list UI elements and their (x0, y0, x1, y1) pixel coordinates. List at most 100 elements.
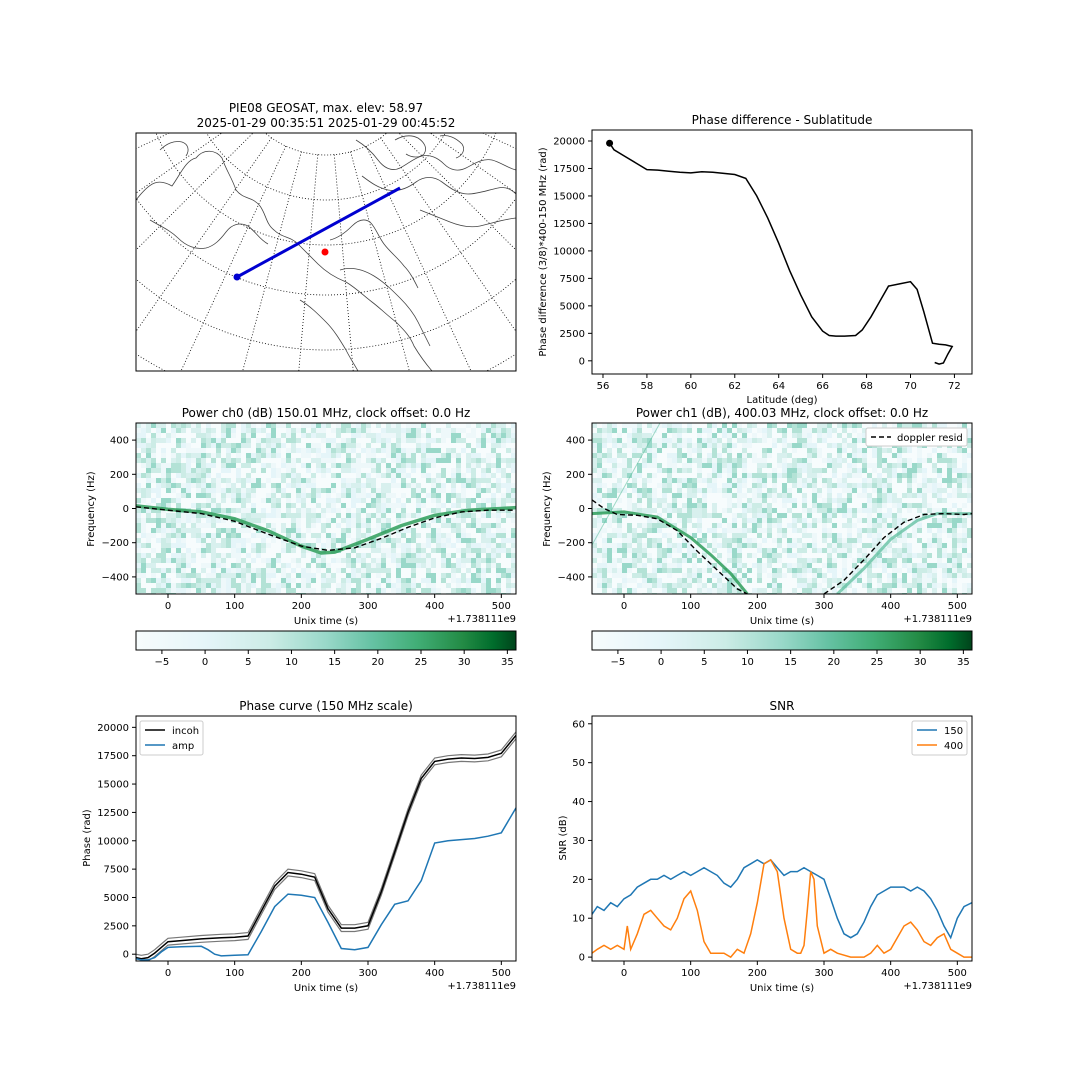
power-ch1-faint-streak (592, 423, 661, 546)
snr-xtick-label: 200 (748, 968, 767, 979)
power-ch1-xtick-label: 100 (681, 601, 700, 612)
power-ch1-ytick-label: 0 (579, 504, 585, 515)
power-ch0-colorbar-tick-label: 30 (458, 657, 471, 668)
map-graticule (136, 133, 516, 371)
power-ch0-panel: Power ch0 (dB) 150.01 MHz, clock offset:… (86, 406, 517, 668)
snr-xtick-label: 300 (814, 968, 833, 979)
power-ch0-colorbar-tick-label: 20 (371, 657, 384, 668)
phase-curve-xlabel: Unix time (s) (294, 983, 358, 994)
power-ch0-axes-frame (135, 422, 517, 595)
snr-ytick-label: 60 (572, 719, 585, 730)
power-ch1-xtick-label: 300 (814, 601, 833, 612)
power-ch0-colorbar-tick-label: −5 (155, 657, 170, 668)
snr-xtick-label: 400 (881, 968, 900, 979)
power-ch1-xtick-label: 500 (948, 601, 967, 612)
power-ch1-x-offset: +1.738111e9 (903, 614, 972, 625)
phase-latitude-ytick-label: 15000 (553, 191, 585, 202)
phase-latitude-xtick-label: 62 (728, 381, 741, 392)
phase-curve-ytick-label: 10000 (97, 836, 129, 847)
phase-curve-ytick-label: 7500 (104, 865, 129, 876)
power-ch1-xtick-label: 200 (748, 601, 767, 612)
phase-latitude-xtick-label: 66 (816, 381, 829, 392)
incoh-upper-envelope (136, 731, 516, 956)
phase-latitude-xtick-label: 60 (684, 381, 697, 392)
phase-curve-xtick-label: 100 (225, 968, 244, 979)
phase-curve-xtick-label: 400 (425, 968, 444, 979)
legend-400-label: 400 (944, 741, 963, 752)
phase-curve-panel: Phase curve (150 MHz scale) 0 100 200 300 40… (82, 699, 517, 994)
power-ch0-x-offset: +1.738111e9 (447, 614, 516, 625)
power-ch0-ylabel: Frequency (Hz) (86, 471, 97, 547)
power-ch1-xtick-label: 400 (881, 601, 900, 612)
power-ch1-colorbar (591, 630, 973, 651)
power-ch0-ytick-label: −400 (102, 572, 129, 583)
phase-curve-axes-frame (135, 715, 517, 962)
power-ch1-colorbar-tick-label: −5 (611, 657, 626, 668)
power-ch0-colorbar-tick-label: 25 (415, 657, 428, 668)
snr-xlabel: Unix time (s) (750, 983, 814, 994)
phase-curve-ytick-label: 2500 (104, 921, 129, 932)
power-ch1-panel: Power ch1 (dB), 400.03 MHz, clock offset… (542, 406, 973, 668)
phase-latitude-xtick-label: 70 (904, 381, 917, 392)
power-ch1-title: Power ch1 (dB), 400.03 MHz, clock offset… (636, 406, 928, 420)
snr-legend: 150 400 (911, 720, 968, 756)
map-title-line2: 2025-01-29 00:35:51 2025-01-29 00:45:52 (197, 116, 456, 130)
snr-xtick-label: 100 (681, 968, 700, 979)
snr-axes-frame (591, 715, 973, 962)
incoh-series-line (136, 734, 516, 960)
map-coastlines (136, 135, 516, 371)
phase-latitude-panel: Phase difference - Sublatitude 56 58 60 62 6… (538, 113, 973, 406)
phase-latitude-ytick-label: 0 (579, 356, 585, 367)
power-ch0-ytick-label: 400 (110, 436, 129, 447)
power-ch1-signal-trace (592, 510, 749, 594)
phase-latitude-ytick-label: 12500 (553, 219, 585, 230)
map-latitude-circle (206, 133, 446, 201)
phase-curve-xtick-label: 200 (292, 968, 311, 979)
power-ch0-colorbar (135, 630, 517, 651)
snr-panel: SNR 0 100 200 300 400 500 0 10 20 30 40 50 60 150 40… (558, 699, 973, 994)
power-ch1-doppler-line-2 (823, 512, 972, 594)
snr-ytick-label: 20 (572, 875, 585, 886)
phase-latitude-ytick-label: 20000 (553, 136, 585, 147)
power-ch1-xtick-label: 0 (621, 601, 627, 612)
power-ch0-colorbar-tick-label: 35 (501, 657, 514, 668)
power-ch0-ytick-label: 200 (110, 470, 129, 481)
snr-ylabel: SNR (dB) (558, 815, 569, 860)
snr-400-series-line (592, 858, 972, 959)
power-ch1-colorbar-tick-label: 30 (914, 657, 927, 668)
map-pole-cap (268, 133, 384, 153)
legend-150-label: 150 (944, 726, 963, 737)
phase-latitude-axes-frame (591, 129, 973, 375)
power-ch0-colorbar-tick-label: 0 (202, 657, 208, 668)
power-ch0-signal-trace (136, 504, 516, 555)
phase-latitude-xtick-label: 58 (641, 381, 654, 392)
phase-curve-ytick-label: 15000 (97, 780, 129, 791)
phase-curve-ticks: 0 100 200 300 400 500025005000750010000125001… (97, 723, 511, 979)
phase-latitude-series-line (608, 142, 954, 365)
power-ch1-spectrogram (592, 423, 972, 594)
phase-latitude-xtick-label: 68 (860, 381, 873, 392)
power-ch1-ylabel: Frequency (Hz) (542, 471, 553, 547)
power-ch1-ticks: 0 100 200 300 400 500 −400 −200 0 200 400 (558, 436, 967, 612)
station-marker (321, 248, 329, 256)
snr-xtick-label: 0 (621, 968, 627, 979)
phase-latitude-ytick-label: 17500 (553, 164, 585, 175)
satellite-track-line (236, 186, 401, 279)
power-ch1-ytick-label: −400 (558, 572, 585, 583)
snr-ytick-label: 10 (572, 914, 585, 925)
power-ch0-ytick-label: 0 (123, 504, 129, 515)
power-ch1-colorbar-tick-label: 5 (701, 657, 707, 668)
power-ch0-xtick-label: 0 (165, 601, 171, 612)
power-ch0-doppler-line (136, 506, 516, 552)
power-ch1-colorbar-tick-label: 35 (957, 657, 970, 668)
snr-x-offset: +1.738111e9 (903, 981, 972, 992)
phase-latitude-xlabel: Latitude (deg) (747, 395, 818, 406)
phase-curve-xtick-label: 500 (492, 968, 511, 979)
snr-title: SNR (770, 699, 795, 713)
legend-incoh-label: incoh (172, 726, 199, 737)
power-ch1-xlabel: Unix time (s) (750, 616, 814, 627)
snr-ytick-label: 50 (572, 758, 585, 769)
legend-amp-label: amp (172, 741, 194, 752)
power-ch1-colorbar-tick-label: 25 (871, 657, 884, 668)
